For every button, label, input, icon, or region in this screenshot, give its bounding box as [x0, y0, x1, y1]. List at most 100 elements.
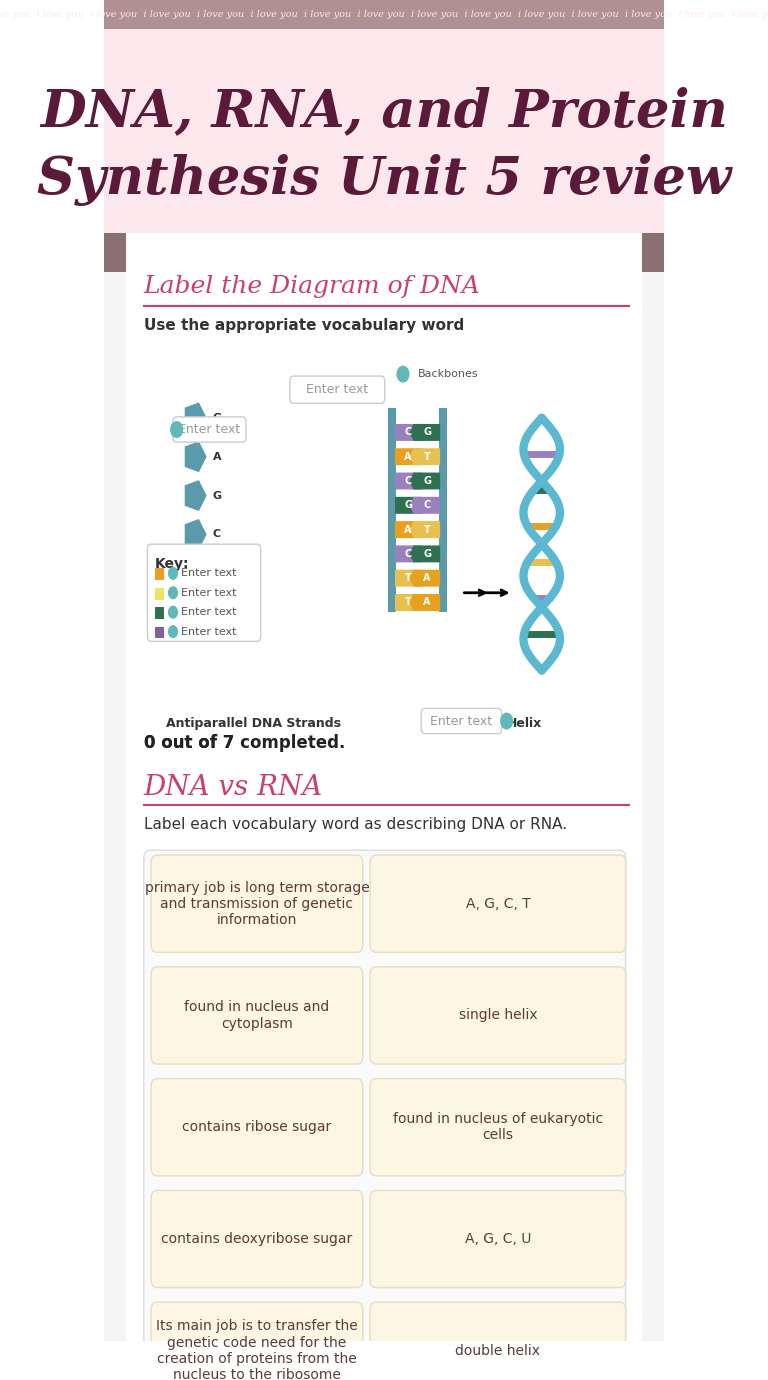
Text: contains deoxyribose sugar: contains deoxyribose sugar	[161, 1232, 353, 1246]
Text: contains ribose sugar: contains ribose sugar	[182, 1121, 332, 1134]
Polygon shape	[396, 425, 425, 440]
Text: A, G, C, T: A, G, C, T	[465, 897, 530, 911]
Polygon shape	[185, 442, 206, 472]
Text: G: G	[404, 501, 412, 511]
Text: double helix: double helix	[455, 1344, 541, 1358]
Circle shape	[501, 713, 512, 729]
Text: T: T	[424, 524, 430, 534]
Polygon shape	[410, 448, 439, 465]
Text: Its main job is to transfer the
genetic code need for the
creation of proteins f: Its main job is to transfer the genetic …	[156, 1319, 358, 1380]
Text: T: T	[405, 598, 412, 607]
Text: C: C	[405, 428, 412, 437]
Polygon shape	[410, 546, 439, 562]
Text: Enter text: Enter text	[181, 627, 237, 636]
Polygon shape	[410, 570, 439, 586]
FancyBboxPatch shape	[173, 417, 246, 442]
Circle shape	[169, 625, 177, 638]
Text: i love you  i love you  i love you  i love you  i love you  i love you  i love y: i love you i love you i love you i love …	[0, 10, 768, 19]
Text: Label each vocabulary word as describing DNA or RNA.: Label each vocabulary word as describing…	[144, 817, 567, 832]
Text: Enter text: Enter text	[181, 569, 237, 578]
Polygon shape	[396, 595, 425, 610]
FancyBboxPatch shape	[439, 408, 447, 613]
Text: C: C	[405, 476, 412, 486]
Text: T: T	[424, 451, 430, 462]
FancyBboxPatch shape	[104, 233, 125, 272]
FancyBboxPatch shape	[151, 1079, 362, 1176]
Text: G: G	[423, 428, 431, 437]
Polygon shape	[185, 482, 206, 511]
Polygon shape	[410, 595, 439, 610]
Text: found in nucleus of eukaryotic
cells: found in nucleus of eukaryotic cells	[392, 1112, 603, 1143]
Text: 0 out of 7: 0 out of 7	[144, 734, 234, 752]
Polygon shape	[410, 498, 439, 513]
FancyBboxPatch shape	[144, 850, 626, 1380]
FancyBboxPatch shape	[370, 1303, 626, 1380]
Polygon shape	[410, 522, 439, 537]
Polygon shape	[396, 570, 425, 586]
Polygon shape	[396, 498, 425, 513]
FancyBboxPatch shape	[125, 233, 643, 1341]
FancyBboxPatch shape	[147, 544, 260, 642]
Text: Enter text: Enter text	[306, 384, 369, 396]
Text: A: A	[423, 573, 431, 584]
FancyBboxPatch shape	[421, 708, 502, 734]
Text: DNA, RNA, and Protein: DNA, RNA, and Protein	[40, 87, 728, 137]
Text: single helix: single helix	[458, 1009, 537, 1023]
FancyBboxPatch shape	[151, 967, 362, 1064]
Polygon shape	[185, 403, 206, 432]
Circle shape	[170, 422, 183, 437]
FancyBboxPatch shape	[389, 408, 396, 613]
FancyBboxPatch shape	[643, 233, 664, 272]
FancyBboxPatch shape	[370, 856, 626, 952]
FancyBboxPatch shape	[370, 1079, 626, 1176]
Text: G: G	[423, 549, 431, 559]
Text: C: C	[213, 530, 221, 540]
Polygon shape	[396, 546, 425, 562]
Circle shape	[397, 366, 409, 382]
Text: A: A	[213, 451, 221, 462]
Text: G: G	[212, 413, 221, 422]
Text: Synthesis Unit 5 review: Synthesis Unit 5 review	[37, 153, 731, 206]
FancyBboxPatch shape	[370, 1191, 626, 1288]
Text: Use the appropriate vocabulary word: Use the appropriate vocabulary word	[144, 317, 464, 333]
FancyBboxPatch shape	[155, 627, 164, 639]
FancyBboxPatch shape	[290, 377, 385, 403]
Circle shape	[169, 567, 177, 580]
Polygon shape	[410, 473, 439, 489]
Text: Label the Diagram of DNA: Label the Diagram of DNA	[144, 275, 481, 298]
Polygon shape	[185, 520, 206, 549]
Text: Antiparallel DNA Strands: Antiparallel DNA Strands	[166, 718, 341, 730]
FancyBboxPatch shape	[155, 588, 164, 599]
Circle shape	[169, 586, 177, 599]
Text: C: C	[405, 549, 412, 559]
Text: Enter text: Enter text	[178, 424, 240, 436]
FancyBboxPatch shape	[155, 569, 164, 580]
Polygon shape	[396, 473, 425, 489]
FancyBboxPatch shape	[104, 233, 664, 1341]
FancyBboxPatch shape	[151, 1303, 362, 1380]
FancyBboxPatch shape	[151, 856, 362, 952]
Circle shape	[169, 606, 177, 618]
FancyBboxPatch shape	[151, 1191, 362, 1288]
Text: Helix: Helix	[506, 718, 541, 730]
Text: A, G, C, U: A, G, C, U	[465, 1232, 531, 1246]
Text: Backbones: Backbones	[418, 368, 478, 380]
Text: G: G	[212, 490, 221, 501]
Polygon shape	[396, 522, 425, 537]
Text: 0 out of 7 completed.: 0 out of 7 completed.	[144, 734, 345, 752]
Text: A: A	[404, 524, 412, 534]
Text: A: A	[423, 598, 431, 607]
Polygon shape	[396, 448, 425, 465]
FancyBboxPatch shape	[104, 0, 664, 29]
Text: Enter text: Enter text	[181, 607, 237, 617]
Text: G: G	[423, 476, 431, 486]
Text: T: T	[405, 573, 412, 584]
Text: DNA vs RNA: DNA vs RNA	[144, 774, 323, 800]
Text: primary job is long term storage
and transmission of genetic
information: primary job is long term storage and tra…	[144, 880, 369, 927]
FancyBboxPatch shape	[155, 607, 164, 620]
FancyBboxPatch shape	[104, 29, 664, 233]
Text: Enter text: Enter text	[181, 588, 237, 598]
Text: found in nucleus and
cytoplasm: found in nucleus and cytoplasm	[184, 1000, 329, 1031]
Text: Key:: Key:	[155, 556, 189, 571]
Text: C: C	[423, 501, 431, 511]
